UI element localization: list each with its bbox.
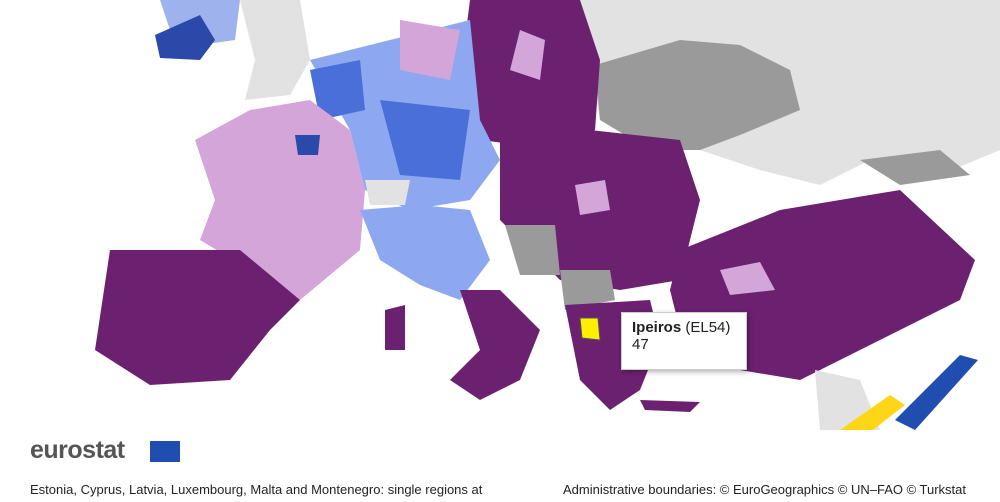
- north-italy: [360, 205, 490, 300]
- ipeiros: [579, 317, 601, 341]
- germany-south: [380, 100, 470, 180]
- crete: [640, 400, 700, 412]
- ireland: [155, 15, 215, 60]
- albania: [560, 270, 615, 310]
- deco-yellow: [840, 395, 905, 430]
- uk: [240, 0, 310, 100]
- poland-region: [510, 30, 545, 80]
- sardinia: [385, 305, 405, 350]
- tooltip-code: (EL54): [685, 319, 731, 336]
- balkan-region: [575, 180, 610, 215]
- paris: [295, 135, 320, 155]
- map: [95, 0, 1000, 430]
- tooltip-region: Ipeiros: [632, 319, 682, 336]
- footnote: Estonia, Cyprus, Latvia, Luxembourg, Mal…: [30, 482, 483, 497]
- germany-east: [400, 20, 460, 80]
- credits: Administrative boundaries: © EuroGeograp…: [563, 482, 967, 497]
- ukraine: [595, 40, 800, 150]
- tooltip-value: 47: [632, 336, 649, 353]
- eu-flag: [150, 441, 180, 462]
- caucasus: [860, 150, 970, 185]
- south-italy: [450, 290, 540, 400]
- switzerland: [365, 180, 410, 205]
- turkey-west: [720, 262, 775, 295]
- logo: eurostat: [30, 436, 125, 464]
- bosnia: [505, 225, 560, 275]
- benelux: [310, 60, 365, 120]
- iberia: [95, 250, 300, 385]
- deco-blue: [895, 355, 978, 430]
- tooltip: Ipeiros (EL54) 47: [621, 312, 747, 370]
